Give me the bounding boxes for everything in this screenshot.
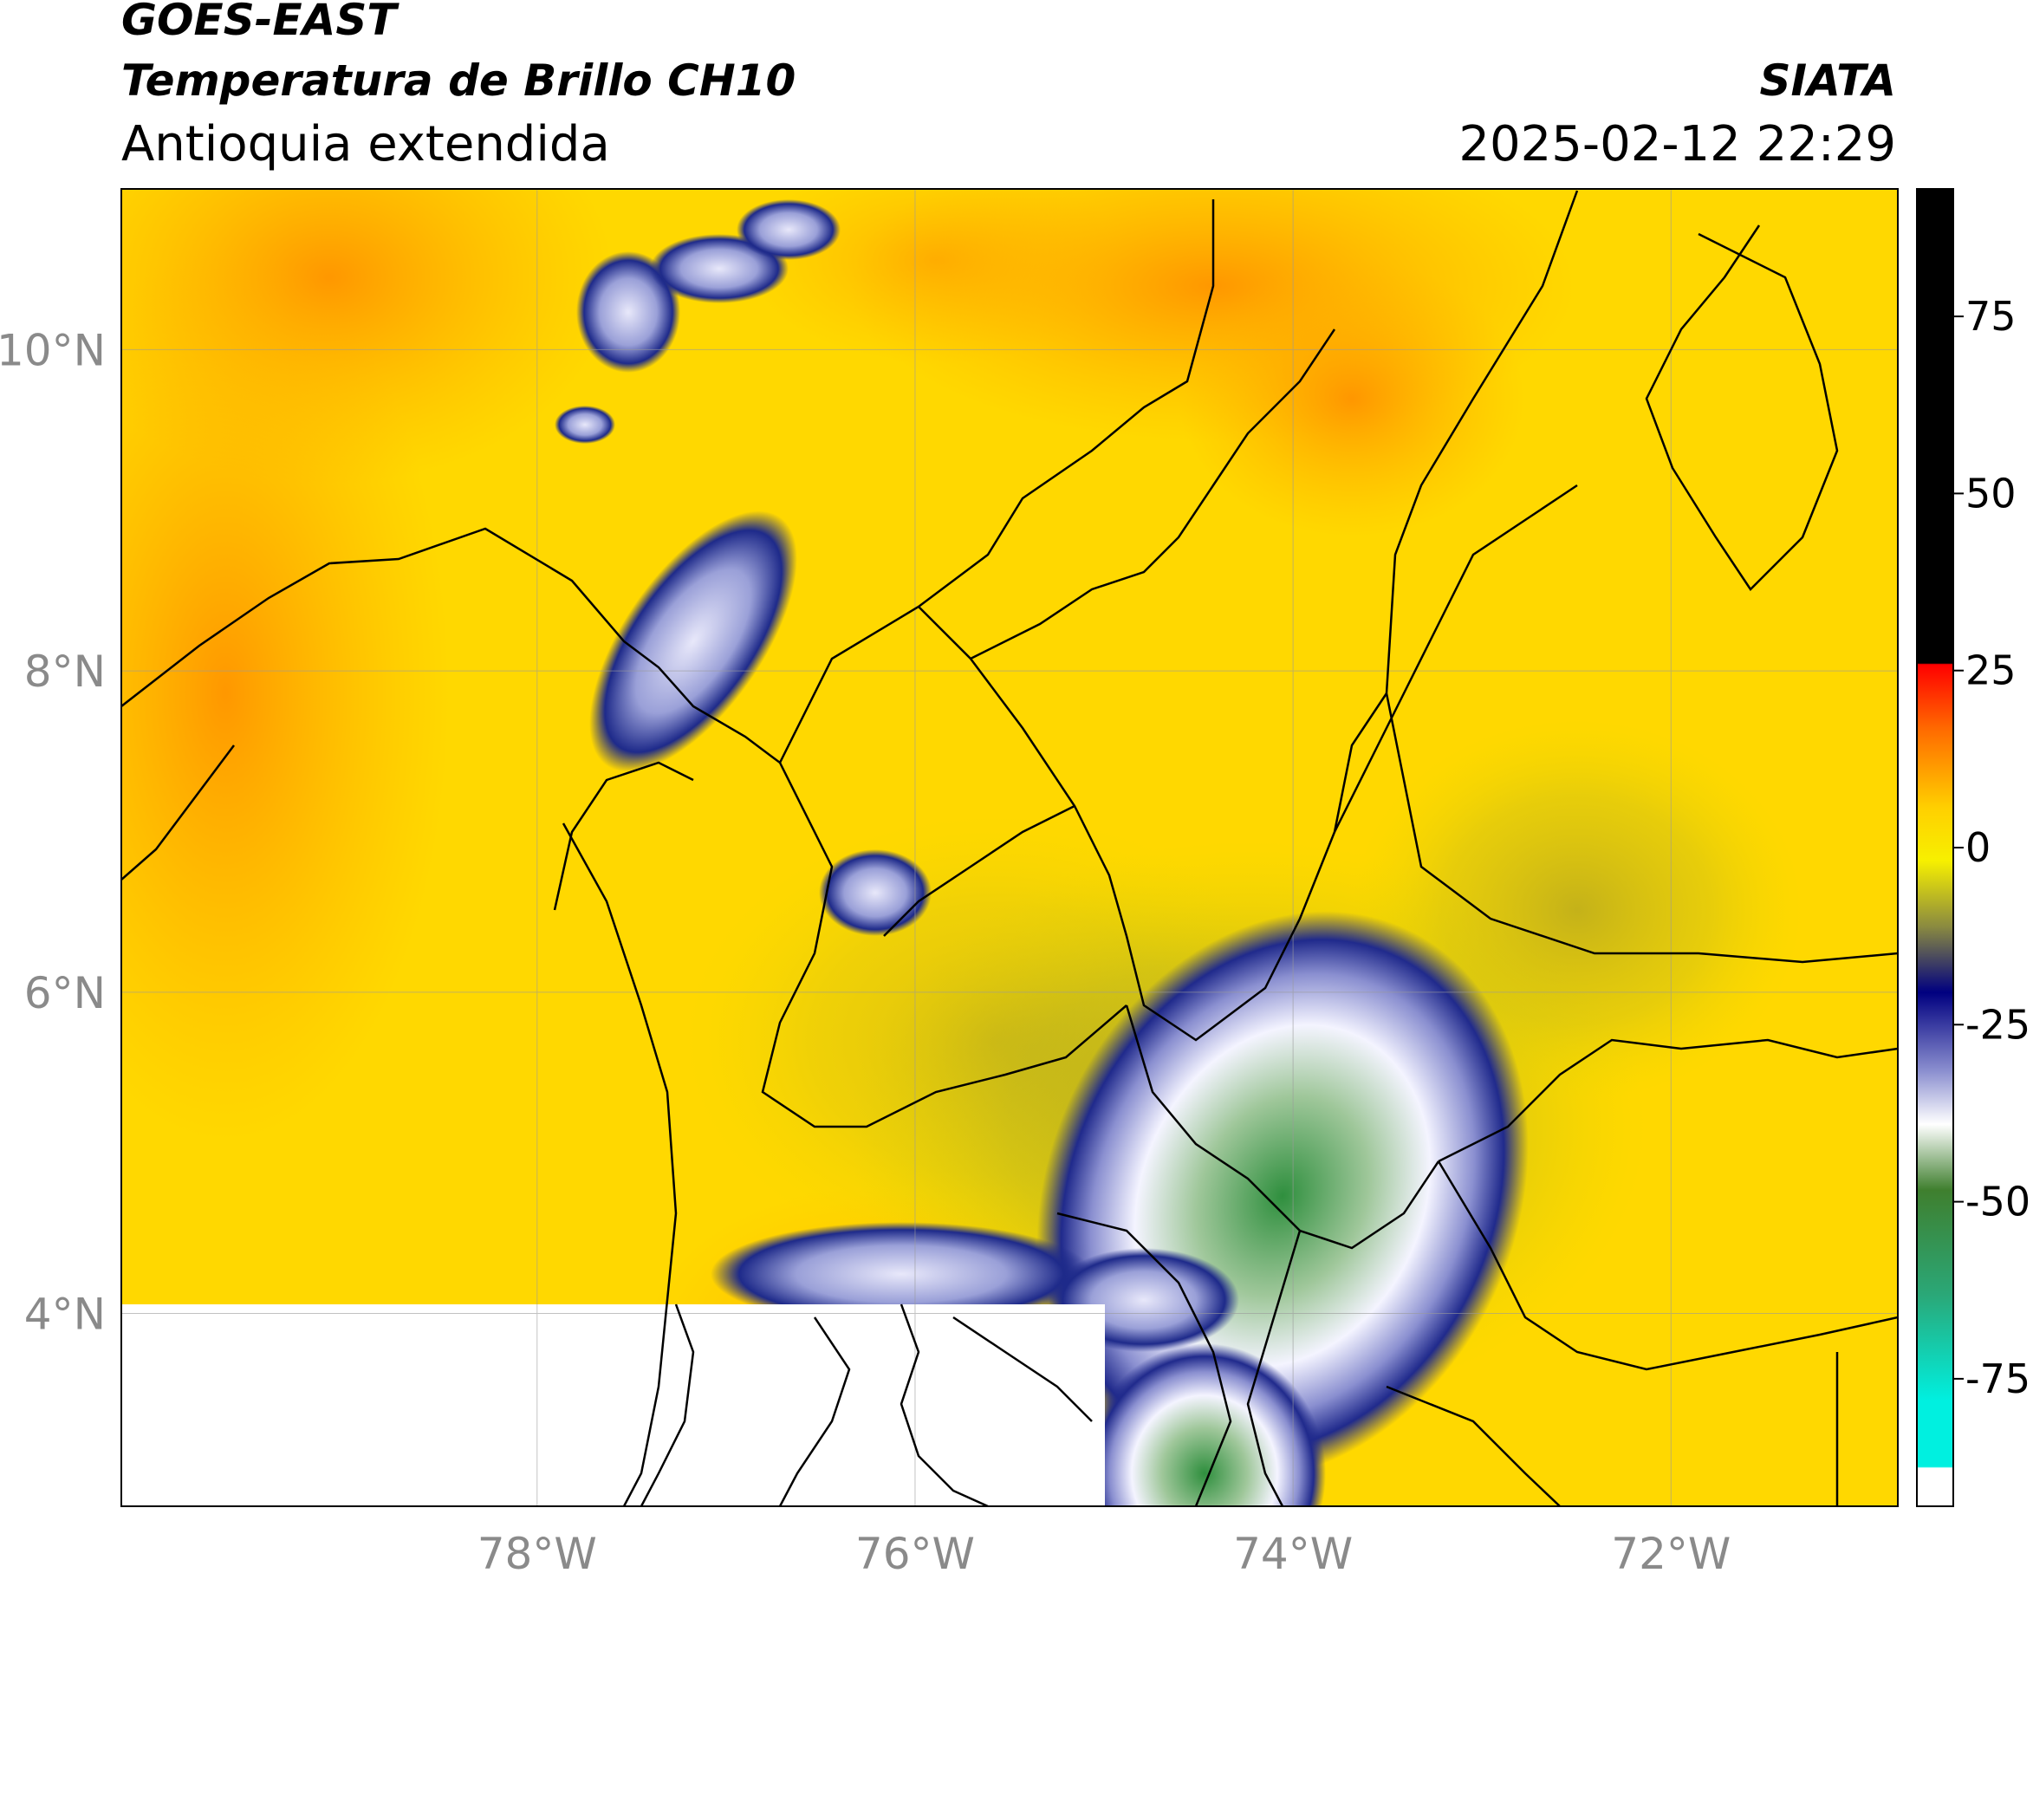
colorbar-tick-label: 0 (1965, 824, 1991, 871)
colorbar-tick-label: 25 (1965, 647, 2017, 694)
map-frame (120, 188, 1899, 1507)
region-subtitle: Antioquia extendida (121, 116, 610, 172)
lat-tick-label: 4°N (24, 1290, 106, 1340)
agency-label: SIATA (1759, 55, 1896, 106)
colorbar: 75 50 25 0 -25 -50 -75 (1916, 188, 2030, 1507)
colorbar-tick-label: 75 (1965, 293, 2017, 340)
timestamp-label: 2025-02-12 22:29 (1458, 116, 1896, 172)
lat-tick-label: 8°N (24, 647, 106, 697)
lat-tick-label: 10°N (0, 325, 106, 375)
boundaries (121, 190, 1898, 1506)
lon-tick-label: 76°W (855, 1529, 975, 1579)
lon-tick-label: 78°W (477, 1529, 597, 1579)
satellite-imagery (121, 189, 1898, 1506)
satellite-title: GOES-EAST (121, 0, 397, 45)
lat-tick-label: 6°N (24, 968, 106, 1018)
graticule (121, 189, 1898, 1506)
colorbar-tick-label: -75 (1965, 1355, 2030, 1402)
lon-tick-label: 72°W (1611, 1529, 1731, 1579)
colorbar-gradient (1916, 188, 1954, 1507)
lat-tick-labels: 10°N 8°N 6°N 4°N (0, 325, 106, 1339)
colorbar-tick-label: 50 (1965, 470, 2017, 517)
product-title: Temperatura de Brillo CH10 (121, 55, 796, 106)
lon-tick-labels: 78°W 76°W 74°W 72°W (477, 1529, 1731, 1579)
colorbar-tick-label: -25 (1965, 1001, 2030, 1048)
lon-tick-label: 74°W (1233, 1529, 1353, 1579)
colorbar-tick-label: -50 (1965, 1179, 2030, 1225)
